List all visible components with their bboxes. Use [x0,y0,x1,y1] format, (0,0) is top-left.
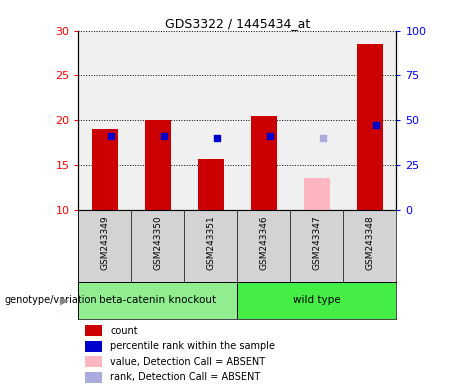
Bar [237,282,396,319]
Text: value, Detection Call = ABSENT: value, Detection Call = ABSENT [110,357,265,367]
Text: GSM243350: GSM243350 [154,215,162,270]
Bar [145,120,171,210]
Bar [78,282,237,319]
Bar [92,129,118,210]
Bar [85,372,102,382]
Point [107,133,115,139]
Point [266,133,274,139]
Text: GSM243346: GSM243346 [260,215,268,270]
Bar [304,178,330,210]
Text: genotype/variation: genotype/variation [5,295,97,306]
Title: GDS3322 / 1445434_at: GDS3322 / 1445434_at [165,17,310,30]
Text: ▶: ▶ [60,295,69,306]
Text: wild type: wild type [293,295,341,306]
Text: percentile rank within the sample: percentile rank within the sample [110,341,275,351]
Text: GSM243348: GSM243348 [366,215,374,270]
Text: count: count [110,326,138,336]
Text: GSM243347: GSM243347 [313,215,321,270]
Point [319,135,327,141]
Text: rank, Detection Call = ABSENT: rank, Detection Call = ABSENT [110,372,260,382]
Text: beta-catenin knockout: beta-catenin knockout [99,295,217,306]
Bar [85,356,102,367]
Bar [251,116,277,210]
Bar [357,44,383,210]
Text: GSM243349: GSM243349 [100,215,109,270]
Text: GSM243351: GSM243351 [207,215,215,270]
Bar [85,325,102,336]
Bar [85,341,102,352]
Bar [198,159,224,210]
Point [372,122,380,128]
Point [160,133,168,139]
Point [213,135,221,141]
